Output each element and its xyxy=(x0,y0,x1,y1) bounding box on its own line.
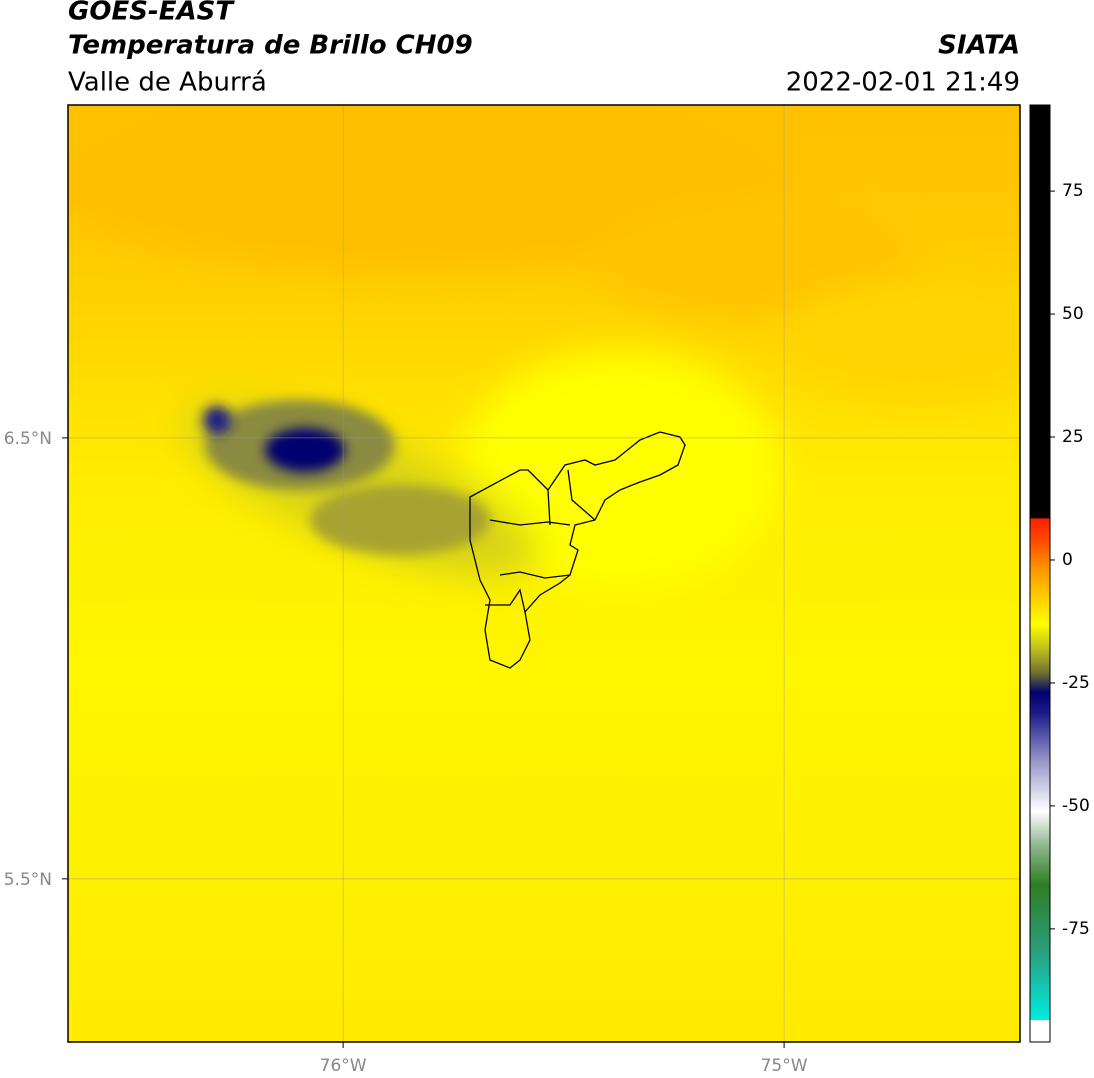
datetime: 2022-02-01 21:49 xyxy=(786,68,1020,98)
source: SIATA xyxy=(938,31,1020,61)
colorbar-tick-label: 75 xyxy=(1062,181,1084,201)
region: Valle de Aburrá xyxy=(68,68,267,98)
colorbar-tick-label: -25 xyxy=(1062,673,1090,693)
x-tick-label: 76°W xyxy=(320,1056,367,1076)
y-tick-label: 5.5°N xyxy=(4,870,52,890)
map-frame xyxy=(67,104,1021,1043)
municipal-boundaries xyxy=(469,431,686,669)
subtitle: Temperatura de Brillo CH09 xyxy=(68,31,473,61)
colorbar-tick-label: 50 xyxy=(1062,304,1084,324)
x-tick-label: 75°W xyxy=(761,1056,808,1076)
y-tick-label: 6.5°N xyxy=(4,429,52,449)
map-imagery xyxy=(68,105,1020,1042)
colorbar-tick-label: -75 xyxy=(1062,919,1090,939)
colorbar-tick-label: 0 xyxy=(1062,550,1073,570)
colorbar xyxy=(1029,104,1051,1043)
title: GOES-EAST xyxy=(68,0,235,27)
colorbar-tick-label: -50 xyxy=(1062,796,1090,816)
colorbar-tick-label: 25 xyxy=(1062,427,1084,447)
